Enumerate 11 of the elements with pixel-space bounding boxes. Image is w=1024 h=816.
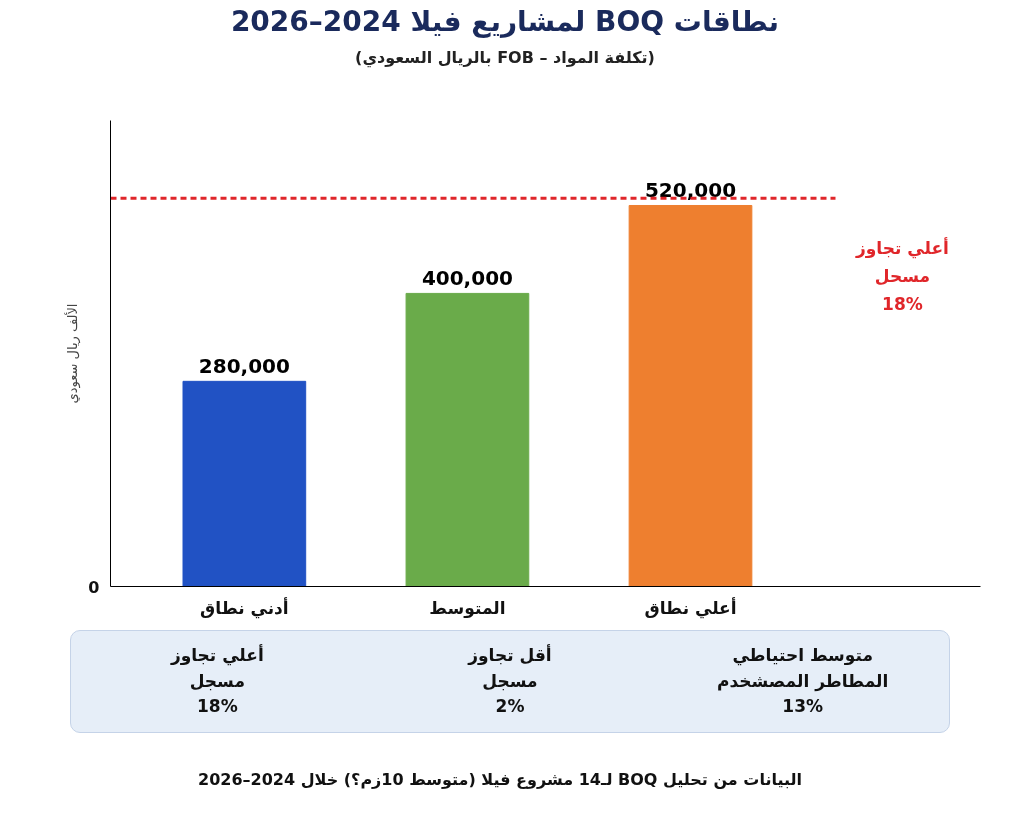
text: البيانات من تحليل BOQ لـ14 مشروع فيلا (متوسط 10زم؟) خلال 2024–2026 xyxy=(197,770,803,789)
data-label: 400,000 xyxy=(421,266,513,291)
x-tick-label: أعلي نطاق xyxy=(644,596,737,619)
data-label: 280,000 xyxy=(198,354,290,379)
chart-title: نطاقات BOQ لمشاريع فيلا 2024–2026 xyxy=(229,5,781,38)
x-tick-label: المتوسط xyxy=(429,597,506,619)
data-label: 520,000 xyxy=(644,178,737,203)
text: 0 xyxy=(88,577,100,597)
x-tick-label: أدني نطاق xyxy=(200,596,289,619)
chart-subtitle: (تكلفة المواد – FOB بالريال السعودي) xyxy=(354,48,656,67)
y-axis-title: الألف ريال سعودي xyxy=(64,303,82,404)
